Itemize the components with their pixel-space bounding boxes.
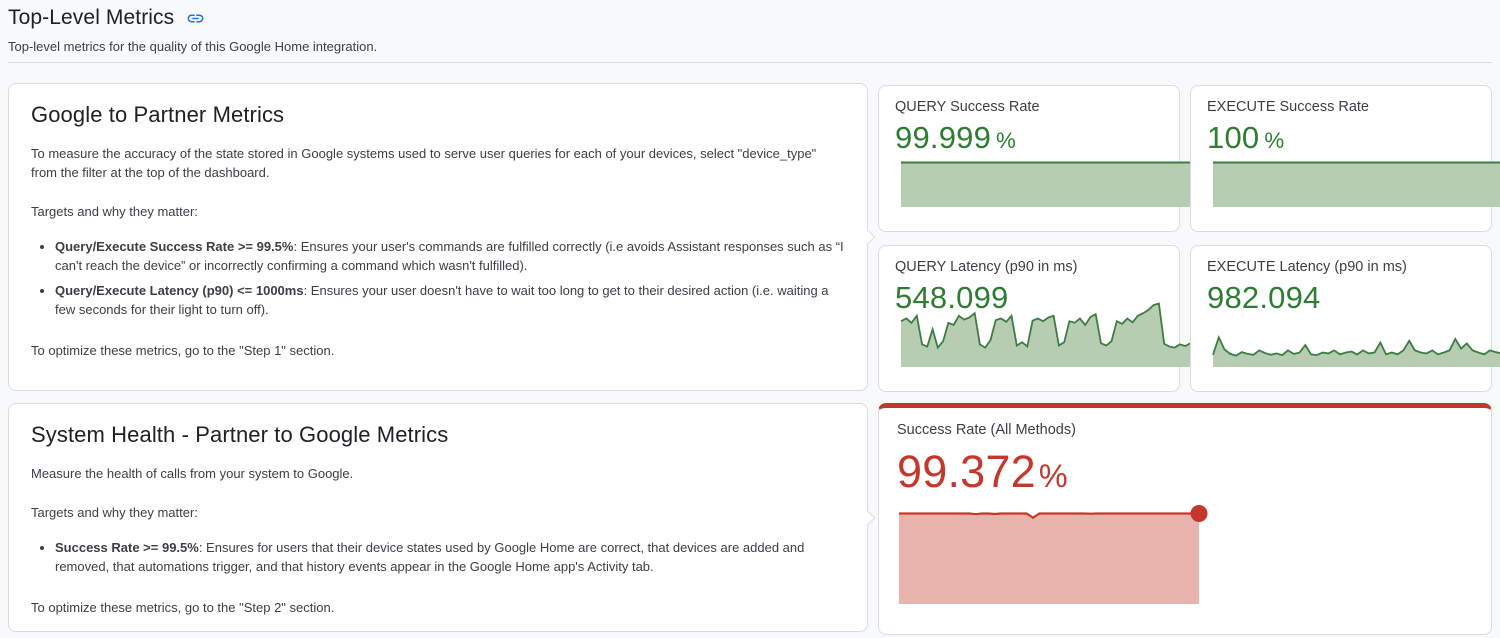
targets-heading: Targets and why they matter: xyxy=(31,204,198,219)
card-intro: Measure the health of calls from your sy… xyxy=(31,466,354,481)
bullet-term: Success Rate >= 99.5% xyxy=(55,540,199,555)
scorecard-execute-latency: EXECUTE Latency (p90 in ms) 982.094 xyxy=(1190,245,1500,392)
scorecard-label: QUERY Latency (p90 in ms) xyxy=(895,259,1078,275)
bullet-term: Query/Execute Success Rate >= 99.5% xyxy=(55,239,294,254)
bullet-desc: : Ensures your user doesn't have to wait… xyxy=(55,283,829,317)
link-icon[interactable] xyxy=(184,7,206,29)
target-bullet: Query/Execute Success Rate >= 99.5%: Ens… xyxy=(55,237,845,275)
scorecard-value: 100% xyxy=(1207,120,1475,156)
scorecard-label: Success Rate (All Methods) xyxy=(897,422,1076,438)
card-title: System Health - Partner to Google Metric… xyxy=(31,422,449,447)
sparkline-query-success xyxy=(901,155,1208,207)
scorecard-label: QUERY Success Rate xyxy=(895,99,1040,115)
page-title: Top-Level Metrics xyxy=(8,6,175,29)
targets-heading: Targets and why they matter: xyxy=(31,505,198,520)
bullet-term: Query/Execute Latency (p90) <= 1000ms xyxy=(55,283,304,298)
scorecard-value: 99.372% xyxy=(897,446,1473,498)
card-footer: To optimize these metrics, go to the "St… xyxy=(31,600,335,615)
scorecard-label: EXECUTE Latency (p90 in ms) xyxy=(1207,259,1407,275)
value-number: 99.372 xyxy=(897,446,1036,497)
page-header: Top-Level Metrics Top-level metrics for … xyxy=(8,6,1492,54)
scorecard-query-latency: QUERY Latency (p90 in ms) 548.099 xyxy=(878,245,1208,392)
sparkline-query-latency xyxy=(900,302,1208,367)
scorecard-success-rate-all-methods: Success Rate (All Methods) 99.372% xyxy=(878,403,1492,635)
value-number: 99.999 xyxy=(895,120,992,155)
value-unit: % xyxy=(1264,128,1285,153)
targets-list: Query/Execute Success Rate >= 99.5%: Ens… xyxy=(31,237,845,319)
scorecard-value: 99.999% xyxy=(895,120,1163,156)
value-number: 100 xyxy=(1207,120,1260,155)
card-google-to-partner-metrics: Google to Partner Metrics To measure the… xyxy=(8,83,876,391)
scorecard-query-success-rate: QUERY Success Rate 99.999% xyxy=(878,85,1208,232)
sparkline-success-all-methods xyxy=(899,505,1208,604)
card-edge-chevron xyxy=(859,509,876,526)
header-divider xyxy=(8,62,1492,63)
value-unit: % xyxy=(996,128,1017,153)
scorecard-value: 548.099 xyxy=(895,280,1163,316)
card-title: Google to Partner Metrics xyxy=(31,102,285,127)
bullet-desc: : Ensures your user's commands are fulfi… xyxy=(55,239,844,273)
card-footer: To optimize these metrics, go to the "St… xyxy=(31,343,335,358)
bullet-desc: : Ensures for users that their device st… xyxy=(55,540,805,574)
value-unit: % xyxy=(1038,458,1068,494)
scorecard-label: EXECUTE Success Rate xyxy=(1207,99,1369,115)
value-number: 982.094 xyxy=(1207,280,1321,315)
scorecard-value: 982.094 xyxy=(1207,280,1475,316)
targets-list: Success Rate >= 99.5%: Ensures for users… xyxy=(31,538,845,576)
card-system-health-metrics: System Health - Partner to Google Metric… xyxy=(8,403,876,632)
card-edge-chevron xyxy=(859,229,876,245)
target-bullet: Success Rate >= 99.5%: Ensures for users… xyxy=(55,538,845,576)
card-intro: To measure the accuracy of the state sto… xyxy=(31,146,817,180)
value-number: 548.099 xyxy=(895,280,1009,315)
sparkline-execute-success xyxy=(1213,161,1500,207)
scorecard-execute-success-rate: EXECUTE Success Rate 100% xyxy=(1190,85,1500,232)
page-subtitle: Top-level metrics for the quality of thi… xyxy=(8,39,378,54)
sparkline-execute-latency xyxy=(1212,334,1500,367)
target-bullet: Query/Execute Latency (p90) <= 1000ms: E… xyxy=(55,281,845,319)
